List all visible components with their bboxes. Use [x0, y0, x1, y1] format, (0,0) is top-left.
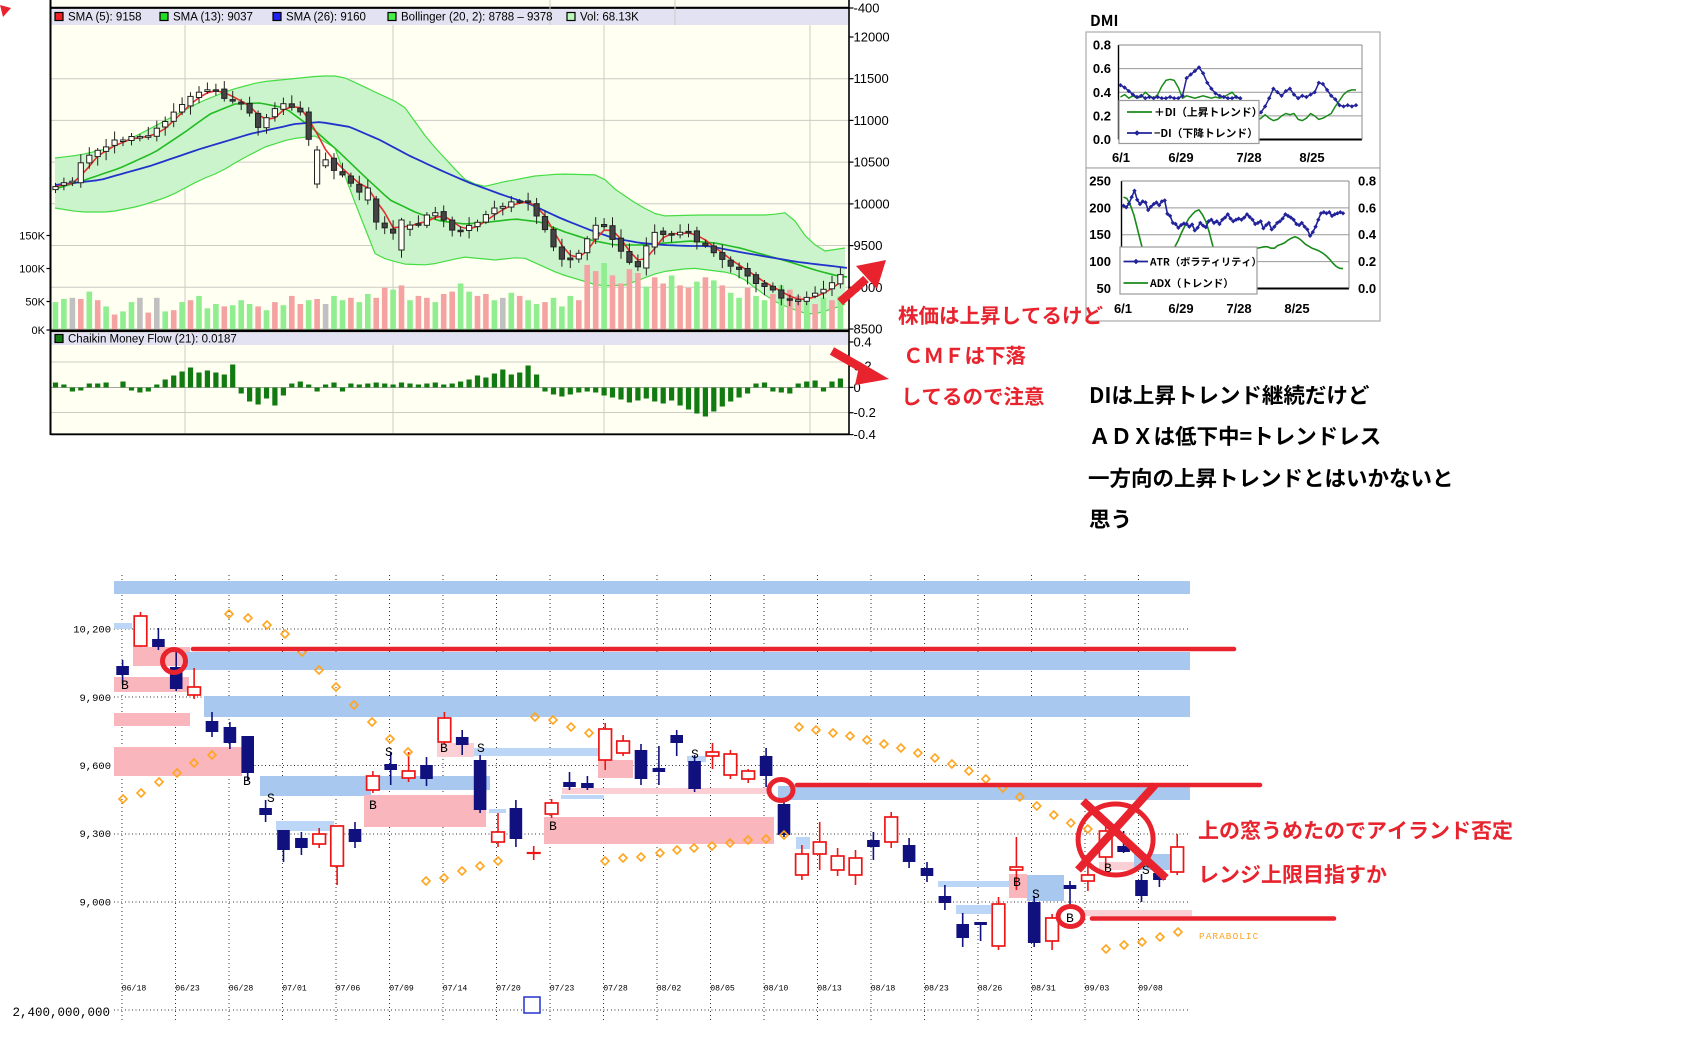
svg-text:100: 100	[1089, 254, 1111, 269]
svg-text:PARABOLIC: PARABOLIC	[1199, 931, 1259, 942]
svg-text:6/29: 6/29	[1168, 150, 1193, 165]
svg-text:0: 0	[854, 380, 861, 395]
svg-text:0.4: 0.4	[854, 335, 872, 350]
svg-text:B: B	[440, 741, 448, 756]
svg-text:S: S	[477, 741, 485, 756]
svg-text:SMA (26): 9160: SMA (26): 9160	[286, 12, 366, 24]
svg-text:10500: 10500	[854, 155, 890, 170]
svg-text:07/09: 07/09	[389, 984, 414, 994]
svg-text:07/14: 07/14	[443, 984, 468, 994]
svg-text:08/10: 08/10	[764, 984, 789, 994]
svg-text:0K: 0K	[32, 325, 46, 337]
svg-text:08/26: 08/26	[978, 984, 1003, 994]
svg-text:SMA (5): 9158: SMA (5): 9158	[68, 12, 142, 24]
svg-text:-0.2: -0.2	[854, 405, 876, 420]
svg-text:9,600: 9,600	[79, 761, 111, 773]
svg-text:0.8: 0.8	[1093, 38, 1111, 53]
svg-text:08/02: 08/02	[657, 984, 682, 994]
svg-text:150: 150	[1089, 227, 1111, 242]
svg-text:B: B	[369, 798, 377, 813]
svg-text:S: S	[1142, 863, 1150, 878]
svg-text:2,400,000,000: 2,400,000,000	[12, 1006, 110, 1020]
svg-text:0.6: 0.6	[1093, 61, 1111, 76]
svg-text:08/05: 08/05	[710, 984, 735, 994]
svg-text:06/18: 06/18	[122, 984, 147, 994]
svg-text:09/08: 09/08	[1138, 984, 1163, 994]
svg-text:8/25: 8/25	[1299, 150, 1324, 165]
svg-text:08/23: 08/23	[924, 984, 949, 994]
svg-text:06/23: 06/23	[175, 984, 200, 994]
svg-text:S: S	[1032, 887, 1040, 902]
svg-text:7/28: 7/28	[1226, 301, 1251, 316]
svg-text:8/25: 8/25	[1284, 301, 1309, 316]
svg-text:9,000: 9,000	[79, 898, 111, 910]
svg-text:07/20: 07/20	[496, 984, 521, 994]
svg-text:S: S	[385, 745, 393, 760]
svg-text:150K: 150K	[19, 231, 45, 243]
svg-text:-0.4: -0.4	[854, 427, 876, 442]
svg-text:10000: 10000	[854, 196, 890, 211]
svg-text:Vol: 68.13K: Vol: 68.13K	[580, 12, 639, 24]
svg-text:S: S	[267, 791, 275, 806]
svg-text:B: B	[243, 774, 251, 789]
svg-text:0.0: 0.0	[1093, 132, 1111, 147]
svg-text:6/1: 6/1	[1114, 301, 1132, 316]
svg-text:S: S	[691, 747, 699, 762]
svg-text:B: B	[549, 819, 557, 834]
svg-text:-400: -400	[854, 1, 880, 16]
svg-text:B: B	[1066, 911, 1074, 926]
svg-text:8500: 8500	[854, 322, 883, 337]
svg-text:08/31: 08/31	[1031, 984, 1056, 994]
svg-text:200: 200	[1089, 200, 1111, 215]
svg-text:08/18: 08/18	[871, 984, 896, 994]
svg-text:Bollinger (20, 2): 8788 – 9378: Bollinger (20, 2): 8788 – 9378	[401, 12, 553, 24]
svg-text:0.2: 0.2	[1358, 254, 1376, 269]
svg-text:12000: 12000	[854, 30, 890, 45]
svg-text:9,300: 9,300	[79, 829, 111, 841]
svg-text:9,900: 9,900	[79, 693, 111, 705]
svg-text:0.4: 0.4	[1358, 227, 1377, 242]
svg-text:07/06: 07/06	[336, 984, 361, 994]
svg-text:07/01: 07/01	[282, 984, 307, 994]
svg-text:50: 50	[1097, 281, 1111, 296]
svg-text:250: 250	[1089, 174, 1111, 189]
svg-text:7/28: 7/28	[1236, 150, 1261, 165]
svg-text:50K: 50K	[25, 297, 45, 309]
svg-text:0.6: 0.6	[1358, 200, 1376, 215]
svg-text:11000: 11000	[854, 113, 889, 128]
svg-text:B: B	[1104, 861, 1112, 876]
svg-text:B: B	[1013, 875, 1021, 890]
svg-text:0.2: 0.2	[1093, 108, 1111, 123]
svg-text:10,200: 10,200	[73, 625, 111, 637]
svg-text:09/03: 09/03	[1085, 984, 1110, 994]
svg-text:B: B	[121, 678, 129, 693]
svg-text:0.4: 0.4	[1093, 85, 1112, 100]
svg-text:0.0: 0.0	[1358, 281, 1376, 296]
svg-text:9500: 9500	[854, 238, 883, 253]
svg-text:07/23: 07/23	[550, 984, 575, 994]
svg-text:06/28: 06/28	[229, 984, 254, 994]
svg-text:11500: 11500	[854, 71, 889, 86]
svg-text:SMA (13): 9037: SMA (13): 9037	[173, 12, 253, 24]
svg-text:0.8: 0.8	[1358, 174, 1376, 189]
svg-text:07/28: 07/28	[603, 984, 628, 994]
svg-text:6/1: 6/1	[1112, 150, 1130, 165]
svg-text:6/29: 6/29	[1168, 301, 1193, 316]
svg-text:Chaikin Money Flow (21): 0.018: Chaikin Money Flow (21): 0.0187	[68, 334, 237, 346]
svg-text:08/13: 08/13	[817, 984, 842, 994]
svg-text:100K: 100K	[19, 264, 45, 276]
